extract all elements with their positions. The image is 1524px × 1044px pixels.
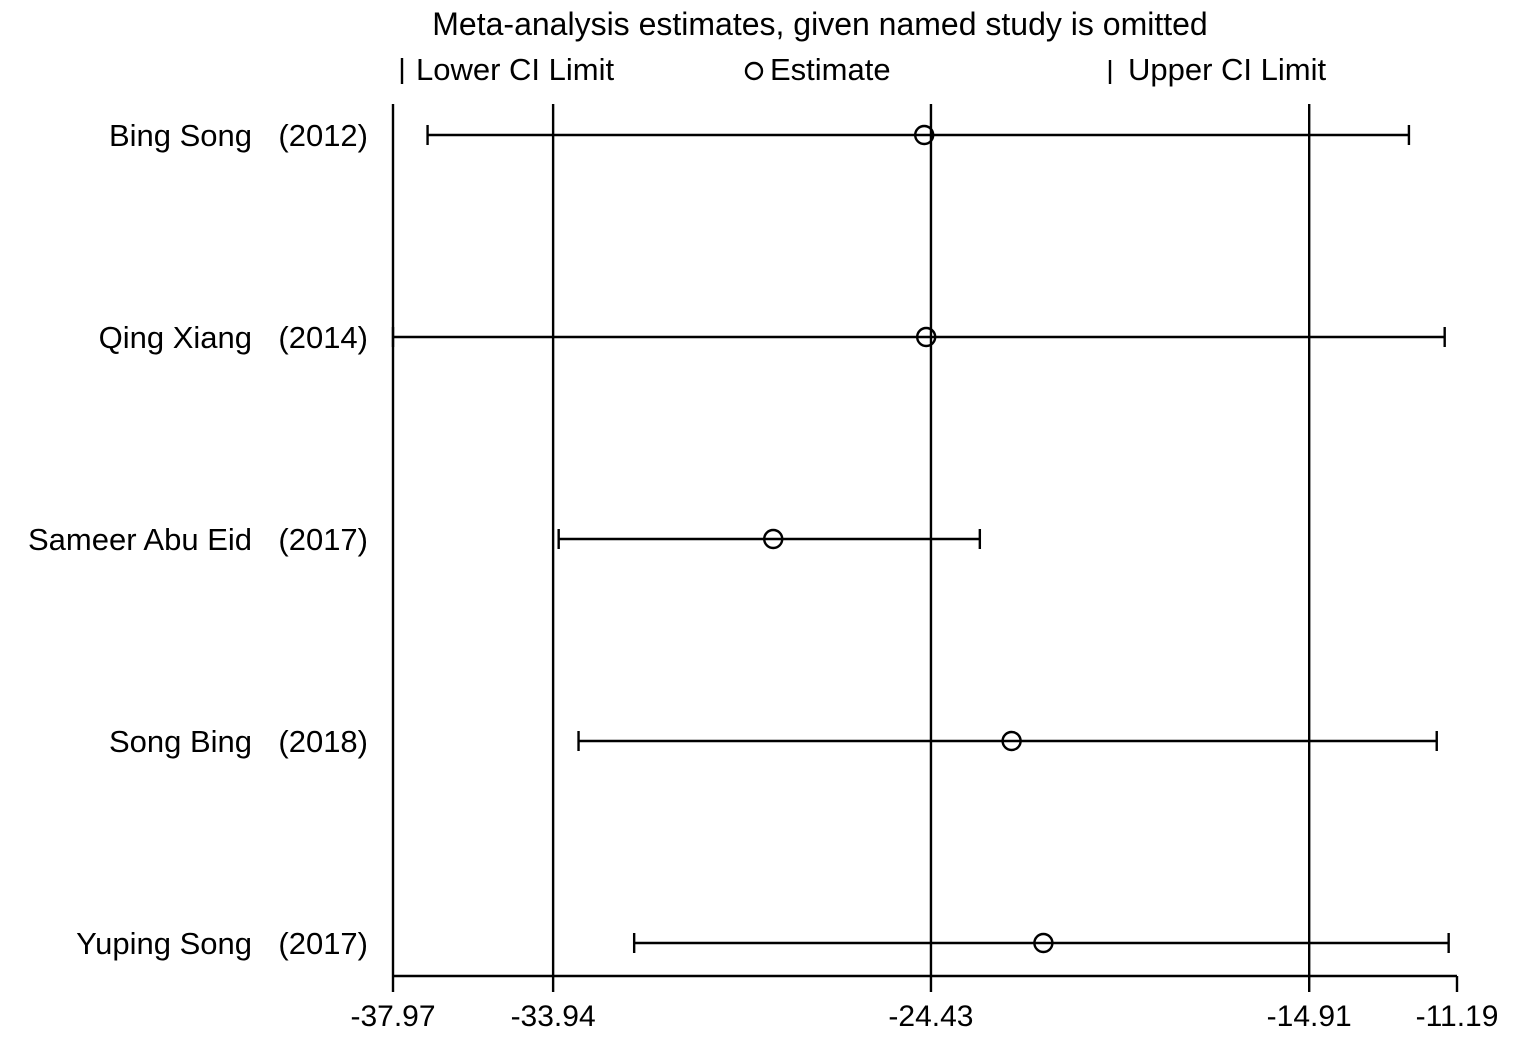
estimate-point [914,124,935,146]
study-name-label: Sameer Abu Eid [28,522,252,557]
study-year-label: (2012) [278,118,368,153]
study-year-label: (2017) [278,926,368,961]
legend: Lower CI Limit Estimate Upper CI Limit [400,52,1326,87]
x-tick-label-3: -14.91 [1267,1000,1352,1033]
x-tick-label-0: -37.97 [350,1000,435,1033]
study-row-2: Sameer Abu Eid (2017) [28,522,982,557]
chart-title: Meta-analysis estimates, given named stu… [432,6,1207,42]
x-tick-label-1: -33.94 [511,1000,596,1033]
study-name-label: Yuping Song [76,926,252,961]
estimate-point [763,528,784,550]
legend-lower-label: Lower CI Limit [416,52,614,87]
study-year-label: (2018) [278,724,368,759]
estimate-point [1033,932,1054,954]
study-year-label: (2017) [278,522,368,557]
study-row-3: Song Bing (2018) [109,724,1438,759]
study-row-4: Yuping Song (2017) [76,926,1450,961]
study-name-label: Qing Xiang [99,320,252,355]
estimate-point [915,326,937,348]
circle-icon [744,61,764,81]
x-axis: -37.97 -33.94 -24.43 -14.91 -11.19 [350,974,1499,1033]
study-year-label: (2014) [278,320,368,355]
study-rows: Bing Song (2012) Qing Xiang (2014) Sameer Ab… [28,118,1450,961]
x-tick-label-4: -11.19 [1416,1000,1499,1033]
study-row-0: Bing Song (2012) [109,118,1411,153]
legend-estimate-label: Estimate [770,52,891,87]
study-name-label: Bing Song [109,118,252,153]
study-row-1: Qing Xiang (2014) [99,320,1446,355]
study-name-label: Song Bing [109,724,252,759]
x-tick-label-2: -24.43 [888,1000,973,1033]
estimate-point [1001,730,1022,752]
legend-upper-label: Upper CI Limit [1128,52,1326,87]
